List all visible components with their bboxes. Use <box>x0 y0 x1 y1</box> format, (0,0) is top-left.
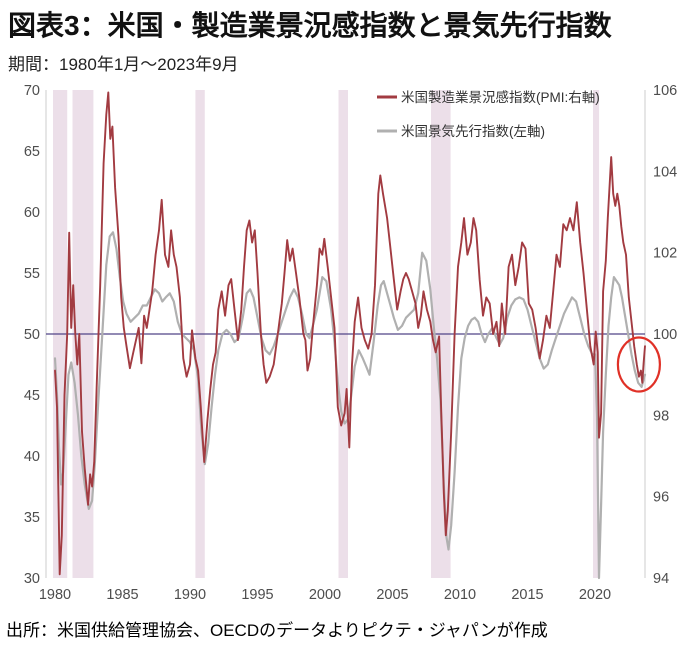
period-subtitle: 期間：1980年1月～2023年9月 <box>8 55 239 74</box>
y-right-tick: 96 <box>653 490 669 506</box>
x-tick: 1980 <box>39 587 71 603</box>
x-tick: 2020 <box>579 587 611 603</box>
x-tick: 2010 <box>444 587 476 603</box>
y-left-tick: 35 <box>24 510 40 526</box>
y-right-tick: 100 <box>653 327 677 343</box>
y-right-tick: 102 <box>653 246 677 262</box>
x-tick: 1990 <box>174 587 206 603</box>
x-tick: 1985 <box>106 587 138 603</box>
legend-label-pmi: 米国製造業景況感指数(PMI:右軸) <box>401 89 600 105</box>
y-left-tick: 50 <box>24 327 40 343</box>
legend: 米国製造業景況感指数(PMI:右軸) 米国景気先行指数(左軸) <box>377 89 600 139</box>
y-left-tick: 55 <box>24 266 40 282</box>
highlight-circle <box>616 336 662 393</box>
y-right-tick: 106 <box>653 83 677 99</box>
y-axis-left-labels: 70 65 60 55 50 45 40 35 30 <box>24 83 40 587</box>
y-left-tick: 40 <box>24 449 40 465</box>
y-right-tick: 104 <box>653 164 677 180</box>
y-axis-right-labels: 106 104 102 100 98 96 94 <box>653 83 677 587</box>
chart-canvas: 米国製造業景況感指数(PMI:右軸) 米国景気先行指数(左軸) 70 65 60… <box>24 83 677 603</box>
leading-index-line <box>53 231 647 580</box>
x-axis-labels: 1980 1985 1990 1995 2000 2005 2010 2015 … <box>39 587 611 603</box>
x-tick: 1995 <box>241 587 273 603</box>
x-tick: 2005 <box>376 587 408 603</box>
x-tick: 2015 <box>511 587 543 603</box>
y-left-tick: 30 <box>24 571 40 587</box>
y-left-tick: 65 <box>24 144 40 160</box>
x-tick: 2000 <box>309 587 341 603</box>
page-title: 図表3：米国・製造業景況感指数と景気先行指数 <box>8 10 612 41</box>
y-left-tick: 60 <box>24 205 40 221</box>
y-right-tick: 98 <box>653 408 669 424</box>
y-left-tick: 70 <box>24 83 40 99</box>
y-right-tick: 94 <box>653 571 669 587</box>
source-note: 出所：米国供給管理協会、OECDのデータよりピクテ・ジャパンが作成 <box>6 621 548 640</box>
y-left-tick: 45 <box>24 388 40 404</box>
pmi-line <box>54 91 646 576</box>
legend-label-cli: 米国景気先行指数(左軸) <box>401 124 545 139</box>
